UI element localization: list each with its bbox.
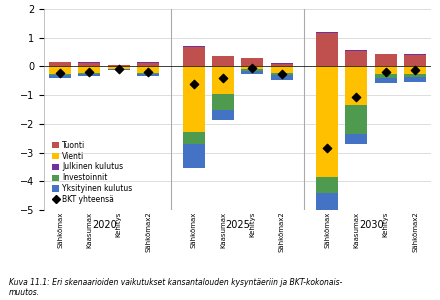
- Bar: [78, 73, 100, 74]
- Bar: [241, 71, 263, 74]
- Bar: [375, 66, 397, 74]
- Bar: [241, 69, 263, 71]
- Point: [323, 146, 330, 151]
- Bar: [345, 66, 367, 105]
- Bar: [345, 51, 367, 66]
- Bar: [345, 105, 367, 134]
- Point: [86, 70, 93, 74]
- Bar: [137, 73, 159, 74]
- Bar: [137, 74, 159, 76]
- Bar: [108, 66, 130, 69]
- Bar: [108, 65, 130, 66]
- Bar: [316, 193, 338, 216]
- Bar: [78, 66, 100, 73]
- Bar: [183, 133, 205, 144]
- Bar: [212, 110, 234, 120]
- Bar: [316, 32, 338, 33]
- Point: [249, 65, 256, 70]
- Bar: [78, 62, 100, 63]
- Point: [382, 69, 389, 74]
- Bar: [404, 55, 426, 66]
- Bar: [183, 66, 205, 133]
- Bar: [375, 54, 397, 66]
- Bar: [241, 58, 263, 66]
- Text: Kuva 11.1: Eri skenaarioiden vaikutukset kansantalouden kysyntäeriin ja BKT-koko: Kuva 11.1: Eri skenaarioiden vaikutukset…: [9, 278, 342, 297]
- Text: 2025: 2025: [225, 220, 250, 230]
- Point: [145, 70, 152, 74]
- Bar: [49, 62, 71, 66]
- Bar: [404, 77, 426, 82]
- Bar: [137, 63, 159, 66]
- Bar: [271, 63, 293, 64]
- Bar: [316, 177, 338, 193]
- Bar: [271, 64, 293, 66]
- Text: 2020: 2020: [92, 220, 117, 230]
- Legend: Tuonti, Vienti, Julkinen kulutus, Investoinnit, Yksityinen kulutus, BKT yhteensä: Tuonti, Vienti, Julkinen kulutus, Invest…: [51, 141, 132, 204]
- Bar: [183, 47, 205, 66]
- Text: 2030: 2030: [359, 220, 383, 230]
- Bar: [375, 74, 397, 78]
- Bar: [212, 94, 234, 109]
- Point: [190, 82, 197, 87]
- Bar: [108, 69, 130, 70]
- Bar: [271, 73, 293, 75]
- Point: [278, 72, 285, 77]
- Bar: [212, 56, 234, 66]
- Point: [115, 66, 122, 71]
- Point: [411, 68, 418, 72]
- Bar: [345, 134, 367, 144]
- Bar: [78, 63, 100, 66]
- Point: [220, 76, 227, 81]
- Bar: [137, 66, 159, 73]
- Bar: [404, 54, 426, 55]
- Bar: [345, 50, 367, 51]
- Bar: [404, 66, 426, 74]
- Point: [353, 95, 360, 100]
- Bar: [375, 78, 397, 83]
- Bar: [183, 144, 205, 168]
- Bar: [271, 66, 293, 73]
- Bar: [241, 66, 263, 69]
- Bar: [316, 33, 338, 66]
- Bar: [137, 62, 159, 63]
- Bar: [316, 66, 338, 177]
- Bar: [271, 75, 293, 80]
- Bar: [78, 74, 100, 76]
- Bar: [183, 46, 205, 47]
- Bar: [49, 66, 71, 74]
- Point: [57, 70, 64, 75]
- Bar: [212, 66, 234, 94]
- Bar: [49, 75, 71, 78]
- Bar: [49, 74, 71, 75]
- Bar: [404, 74, 426, 77]
